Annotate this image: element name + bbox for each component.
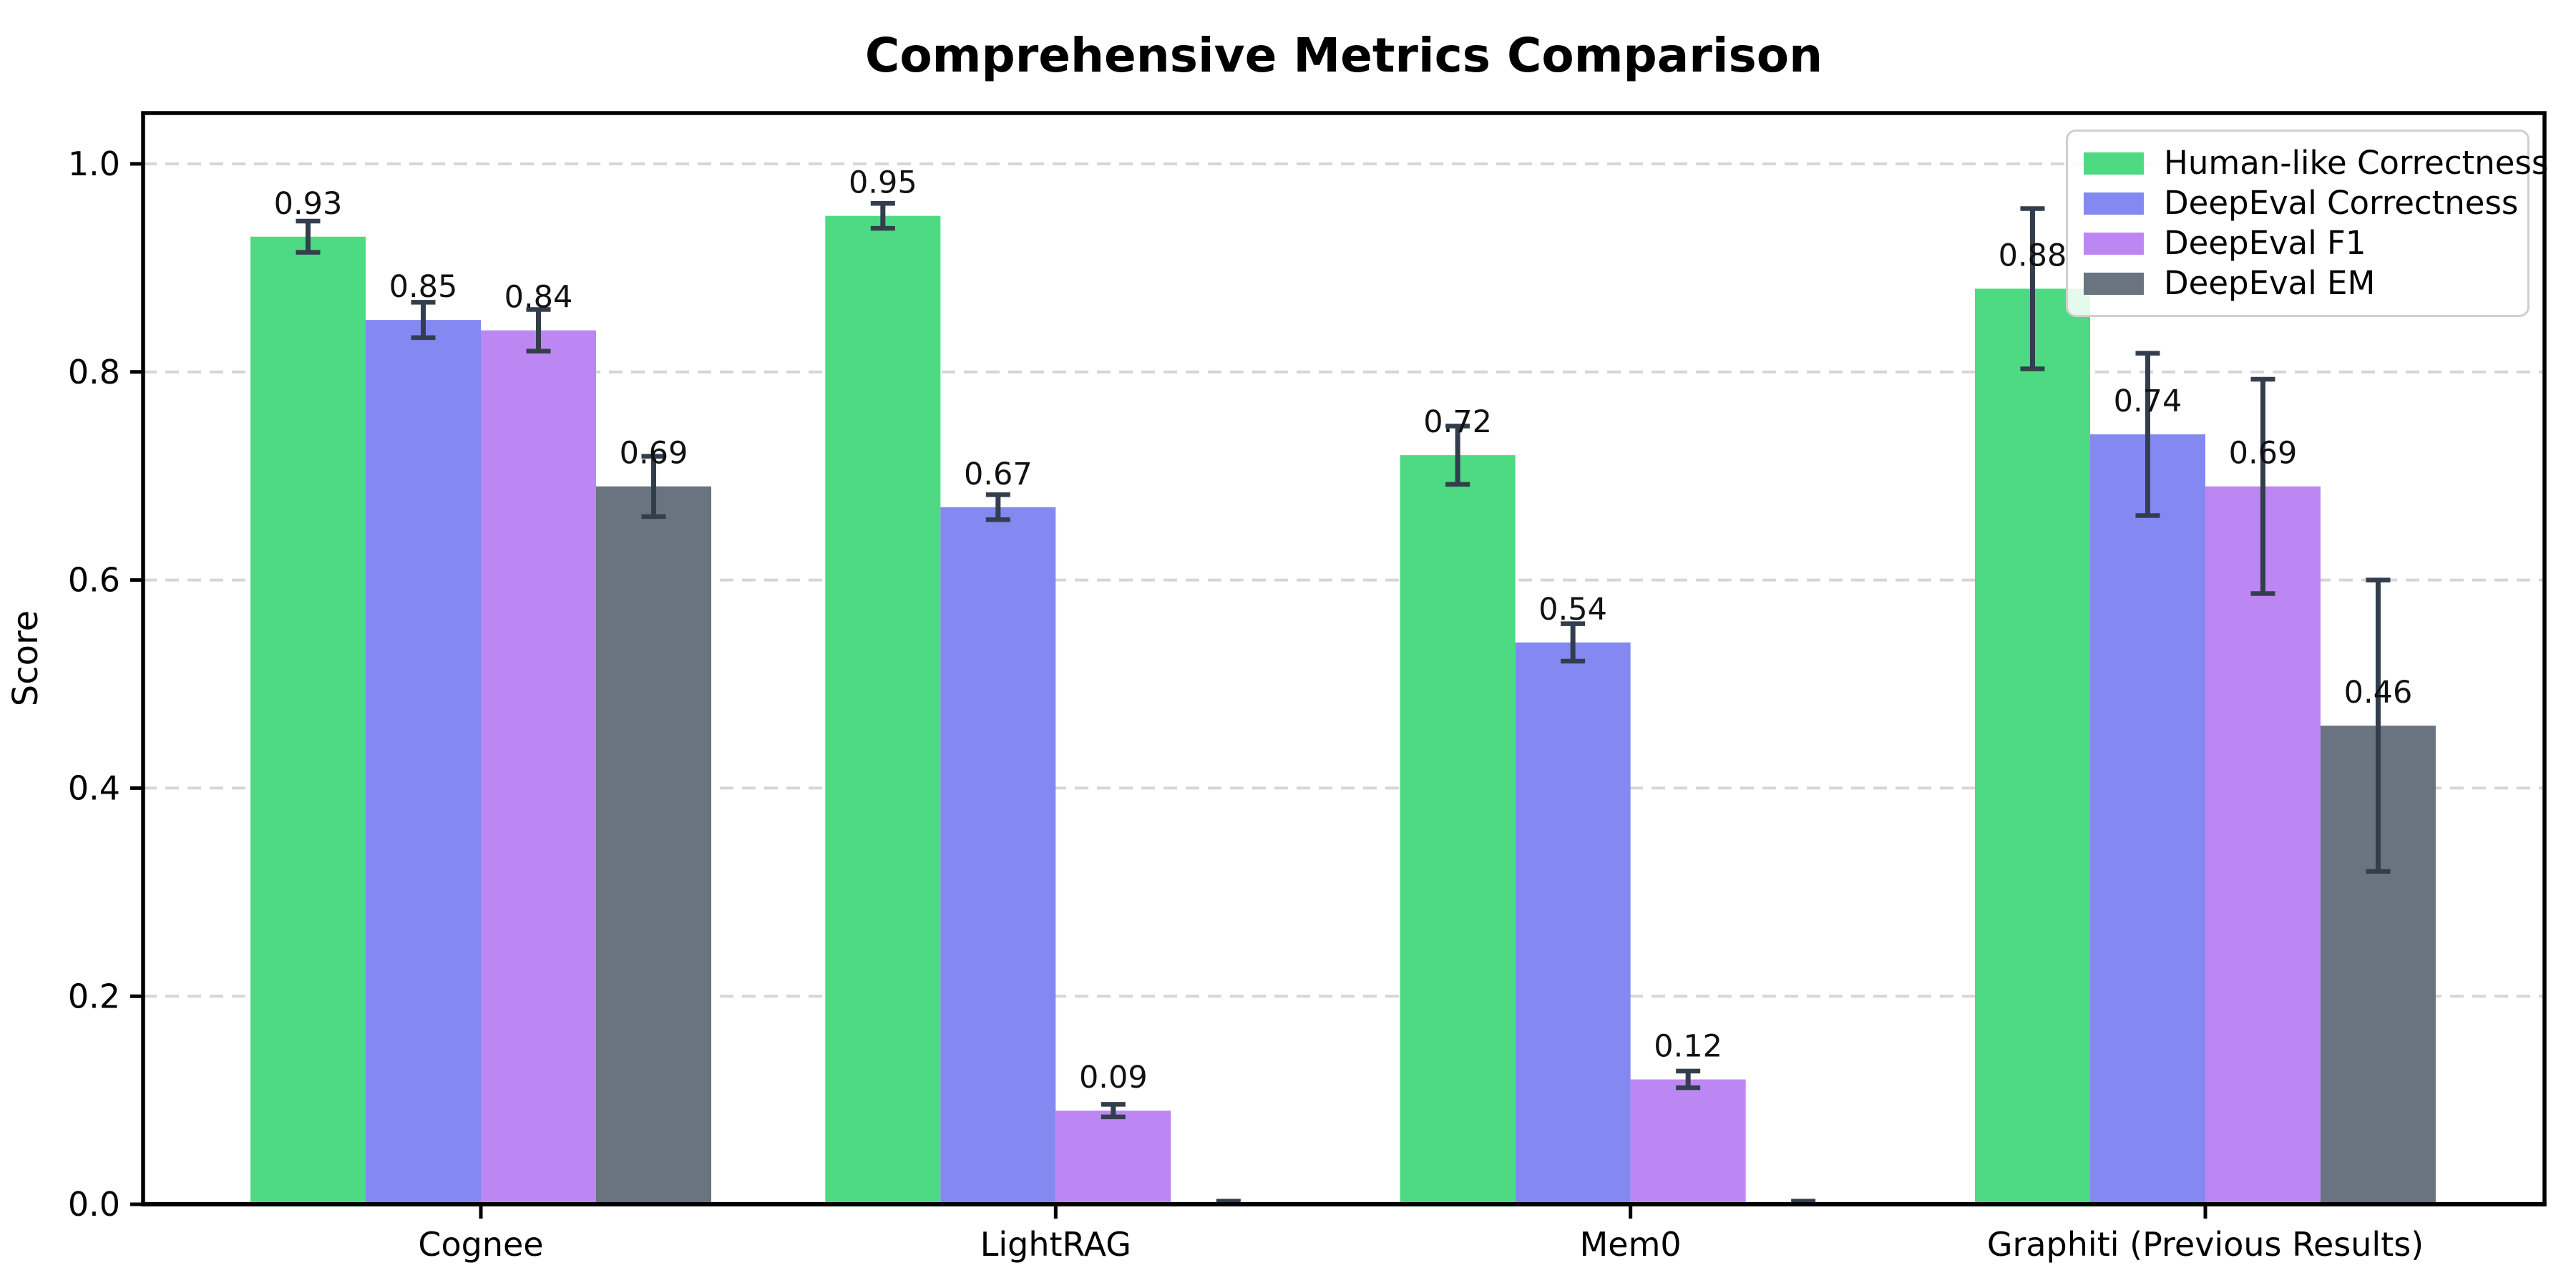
bar — [2205, 486, 2321, 1204]
bar — [250, 236, 366, 1204]
x-tick-label: Mem0 — [1580, 1225, 1682, 1264]
value-label-layer: 0.93 0.95 0.72 0.88 0.85 0.67 0.54 0.74 0.84 0.09… — [274, 165, 2413, 1096]
legend: Human-like Correctness DeepEval Correctne… — [2066, 130, 2548, 317]
x-tick-label: Cognee — [418, 1225, 543, 1264]
bar-value-label: 0.88 — [1999, 238, 2067, 273]
bar-value-label: 0.93 — [274, 186, 343, 222]
bar-value-label: 0.67 — [964, 457, 1033, 492]
legend-swatch — [2084, 192, 2144, 215]
legend-swatch — [2084, 272, 2144, 295]
bar — [1630, 1079, 1746, 1204]
bar-value-label: 0.69 — [620, 436, 688, 472]
legend-label: DeepEval F1 — [2164, 224, 2366, 263]
legend-item: DeepEval EM — [2084, 264, 2513, 303]
y-tick-label: 0.4 — [68, 769, 120, 808]
bar-value-label: 0.85 — [389, 269, 458, 305]
bar — [1515, 642, 1631, 1204]
bar-value-label: 0.46 — [2344, 675, 2413, 711]
bar — [825, 215, 941, 1205]
y-tick-label: 1.0 — [68, 145, 120, 183]
bars-layer — [250, 215, 2436, 1205]
y-tick-label: 0.6 — [68, 561, 120, 600]
y-tick-label: 0.8 — [68, 353, 120, 391]
bar — [366, 320, 481, 1205]
legend-item: DeepEval Correctness — [2084, 186, 2518, 220]
legend-item: DeepEval F1 — [2084, 226, 2513, 260]
legend-swatch — [2084, 232, 2144, 255]
legend-swatch — [2084, 152, 2144, 175]
x-tick-label: LightRAG — [980, 1225, 1131, 1264]
bar — [1055, 1111, 1171, 1204]
bar-value-label: 0.54 — [1538, 592, 1607, 628]
bar-value-label: 0.74 — [2114, 384, 2182, 419]
x-tick-label: Graphiti (Previous Results) — [1987, 1225, 2424, 1264]
bar-value-label: 0.72 — [1423, 404, 1492, 440]
bar — [1400, 455, 1516, 1204]
y-tick-label: 0.0 — [68, 1185, 120, 1224]
bar-value-label: 0.69 — [2229, 436, 2298, 472]
axis-layer: 0.0 0.2 0.4 0.6 0.8 1.0 Cognee LightRAG Mem0 Grap… — [68, 111, 2547, 1264]
legend-item: Human-like Correctness — [2084, 146, 2548, 180]
bar-value-label: 0.12 — [1654, 1029, 1722, 1065]
error-bars-layer — [296, 201, 2391, 1204]
y-tick-label: 0.2 — [68, 977, 120, 1015]
bar — [481, 330, 596, 1204]
bar — [1974, 288, 2090, 1205]
bar — [940, 507, 1056, 1204]
bar — [2089, 434, 2205, 1204]
legend-label: DeepEval Correctness — [2164, 184, 2519, 223]
legend-label: Human-like Correctness — [2164, 144, 2549, 182]
chart-title: Comprehensive Metrics Comparison — [865, 28, 1823, 83]
bar-value-label: 0.09 — [1079, 1060, 1148, 1096]
y-axis-title: Score — [6, 610, 46, 706]
legend-label: DeepEval EM — [2164, 264, 2376, 303]
bar-value-label: 0.95 — [849, 165, 917, 201]
bar — [596, 486, 711, 1204]
bar-value-label: 0.84 — [504, 280, 573, 316]
